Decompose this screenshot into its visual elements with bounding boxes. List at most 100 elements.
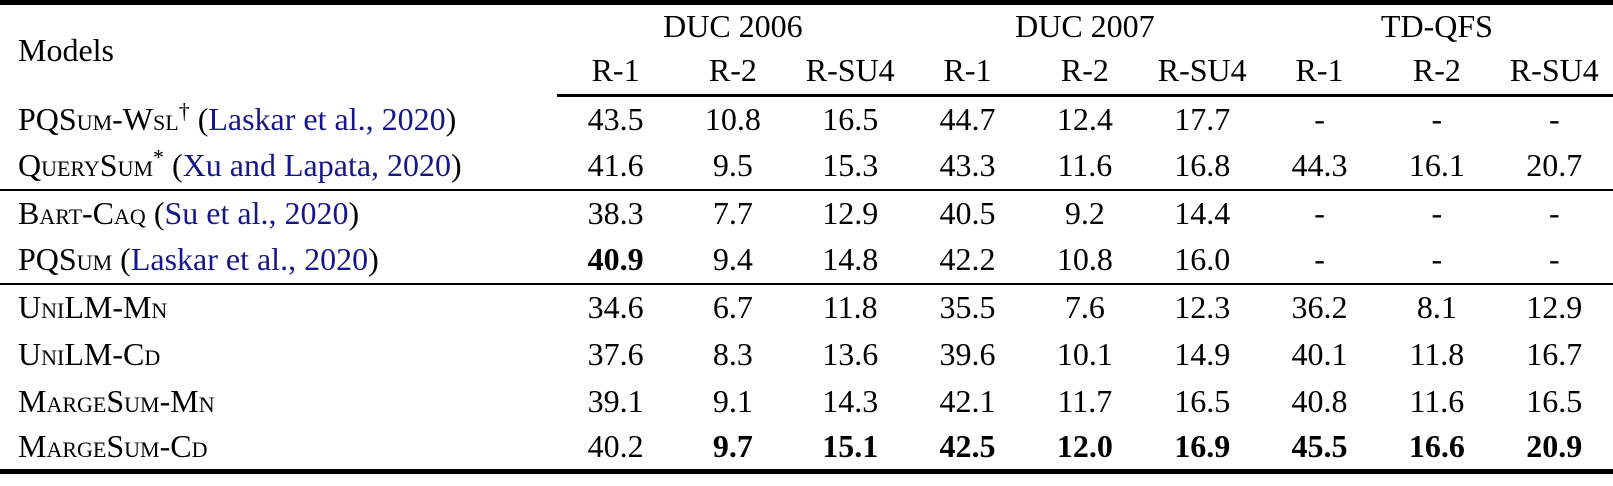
value-cell: - bbox=[1314, 101, 1325, 138]
value-cell: 16.5 bbox=[822, 101, 879, 138]
value-cell: 9.7 bbox=[712, 428, 753, 465]
value-cell: 11.8 bbox=[791, 282, 909, 331]
value-cell: 10.8 bbox=[704, 101, 761, 138]
value-cell: 11.8 bbox=[1409, 335, 1465, 372]
model-name: Bart-Caq bbox=[18, 195, 146, 231]
table-row: MargeSum-Mn 39.1 9.1 14.3 42.1 11.7 16.5 40.8 11… bbox=[0, 378, 1613, 425]
value-cell: 40.1 bbox=[1291, 335, 1348, 372]
value-cell: 40.2 bbox=[587, 428, 644, 465]
value-cell: 45.5 bbox=[1291, 428, 1348, 465]
value-cell: 40.8 bbox=[1291, 382, 1348, 419]
metric-header: R-SU4 bbox=[1495, 47, 1613, 97]
group-header-duc2007: DUC 2007 bbox=[1015, 7, 1155, 44]
table-row: PQSum (Laskar et al., 2020) 40.9 9.4 14.8 42… bbox=[0, 237, 1613, 284]
metric-header: R-1 bbox=[1260, 47, 1379, 97]
value-cell: 36.2 bbox=[1260, 282, 1379, 331]
model-name: MargeSum-Mn bbox=[18, 382, 215, 419]
value-cell: 11.7 bbox=[1057, 382, 1113, 419]
citation-link[interactable]: Laskar et al., 2020 bbox=[208, 100, 446, 137]
value-cell: 38.3 bbox=[556, 188, 675, 237]
value-cell: 9.5 bbox=[712, 147, 753, 183]
value-cell: 7.7 bbox=[674, 188, 792, 237]
model-name: UniLM-Cd bbox=[18, 335, 161, 372]
value-cell: 12.9 bbox=[1495, 282, 1613, 331]
value-cell: 43.3 bbox=[939, 147, 996, 183]
value-cell: 39.1 bbox=[587, 382, 644, 419]
model-cell: Bart-Caq (Su et al., 2020) bbox=[0, 188, 557, 237]
value-cell: 16.7 bbox=[1526, 335, 1583, 372]
value-cell: 16.1 bbox=[1408, 147, 1465, 183]
model-name: PQSum bbox=[18, 241, 113, 277]
metric-header: R-1 bbox=[908, 47, 1027, 97]
value-cell: 12.9 bbox=[791, 188, 909, 237]
value-cell: 15.3 bbox=[822, 147, 879, 183]
value-cell: 17.7 bbox=[1174, 101, 1231, 138]
value-cell: - bbox=[1548, 101, 1560, 138]
value-cell: 43.5 bbox=[587, 101, 644, 138]
value-cell: 10.8 bbox=[1056, 241, 1113, 277]
value-cell: 42.5 bbox=[939, 428, 996, 465]
value-cell: 14.4 bbox=[1143, 188, 1261, 237]
value-cell: 41.6 bbox=[587, 147, 644, 183]
citation-link[interactable]: Xu and Lapata, 2020 bbox=[182, 147, 452, 183]
value-cell: - bbox=[1495, 188, 1613, 237]
model-name: QuerySum bbox=[18, 147, 154, 183]
model-superscript: * bbox=[153, 144, 165, 170]
value-cell: 9.4 bbox=[712, 241, 753, 277]
table-row: UniLM-Mn 34.6 6.7 11.8 35.5 7.6 12.3 36.2 8.1 12.… bbox=[0, 282, 1613, 331]
value-cell: 10.1 bbox=[1056, 335, 1113, 372]
models-column-header: Models bbox=[18, 31, 114, 68]
value-cell: 39.6 bbox=[939, 335, 996, 372]
value-cell: 9.1 bbox=[712, 382, 753, 419]
value-cell: 14.8 bbox=[822, 241, 879, 277]
model-name: PQSum-Wsl bbox=[18, 100, 179, 137]
value-cell: 35.5 bbox=[908, 282, 1027, 331]
model-cell: UniLM-Mn bbox=[0, 282, 557, 331]
value-cell: 44.3 bbox=[1291, 147, 1348, 183]
value-cell: 9.2 bbox=[1026, 188, 1144, 237]
value-cell: 16.0 bbox=[1174, 241, 1231, 277]
citation-link[interactable]: Su et al., 2020 bbox=[164, 195, 349, 231]
value-cell: 16.6 bbox=[1408, 428, 1465, 465]
model-superscript: † bbox=[178, 97, 190, 123]
value-cell: - bbox=[1548, 241, 1560, 277]
value-cell: - bbox=[1431, 241, 1443, 277]
value-cell: 34.6 bbox=[556, 282, 675, 331]
citation-link[interactable]: Laskar et al., 2020 bbox=[130, 241, 369, 277]
model-cell: MargeSum-Mn bbox=[0, 378, 557, 425]
value-cell: 40.5 bbox=[908, 188, 1027, 237]
value-cell: 11.6 bbox=[1409, 382, 1465, 419]
group-header-row: Models DUC 2006 DUC 2007 TD-QFS bbox=[0, 3, 1613, 68]
value-cell: 14.9 bbox=[1174, 335, 1231, 372]
table-row: Bart-Caq (Su et al., 2020) 38.3 7.7 12.9 40.… bbox=[0, 188, 1613, 237]
value-cell: 20.9 bbox=[1526, 428, 1583, 465]
model-name: MargeSum-Cd bbox=[18, 428, 208, 465]
results-table: Models DUC 2006 DUC 2007 TD-QFS R-1 R-2 … bbox=[0, 0, 1613, 474]
value-cell: 11.6 bbox=[1057, 147, 1113, 183]
model-cell: PQSum (Laskar et al., 2020) bbox=[18, 241, 379, 277]
metric-header: R-SU4 bbox=[1143, 47, 1261, 97]
metric-header: R-2 bbox=[1378, 47, 1496, 97]
value-cell: 16.9 bbox=[1174, 428, 1231, 465]
metric-header: R-2 bbox=[1026, 47, 1144, 97]
value-cell: 6.7 bbox=[674, 282, 792, 331]
value-cell: 42.1 bbox=[939, 382, 996, 419]
value-cell: 37.6 bbox=[587, 335, 644, 372]
value-cell: 16.5 bbox=[1526, 382, 1583, 419]
value-cell: 40.9 bbox=[587, 241, 644, 277]
metric-header: R-2 bbox=[674, 47, 792, 97]
model-cell: QuerySum* (Xu and Lapata, 2020) bbox=[18, 144, 462, 183]
metric-header: R-1 bbox=[556, 47, 675, 97]
table-row: MargeSum-Cd 40.2 9.7 15.1 42.5 12.0 16.9 45.5 16… bbox=[0, 425, 1613, 472]
value-cell: 8.3 bbox=[712, 335, 753, 372]
table-header: Models DUC 2006 DUC 2007 TD-QFS R-1 R-2 … bbox=[0, 3, 1613, 97]
value-cell: 14.3 bbox=[822, 382, 879, 419]
value-cell: 13.6 bbox=[822, 335, 879, 372]
value-cell: 44.7 bbox=[939, 101, 996, 138]
metric-header-row: R-1 R-2 R-SU4 R-1 R-2 R-SU4 R-1 R-2 R-SU… bbox=[0, 47, 1613, 97]
value-cell: 8.1 bbox=[1378, 282, 1496, 331]
value-cell: 12.3 bbox=[1143, 282, 1261, 331]
table-row: QuerySum* (Xu and Lapata, 2020) 41.6 9.5 15… bbox=[0, 143, 1613, 190]
value-cell: 12.0 bbox=[1056, 428, 1113, 465]
model-cell: UniLM-Cd bbox=[0, 331, 557, 378]
